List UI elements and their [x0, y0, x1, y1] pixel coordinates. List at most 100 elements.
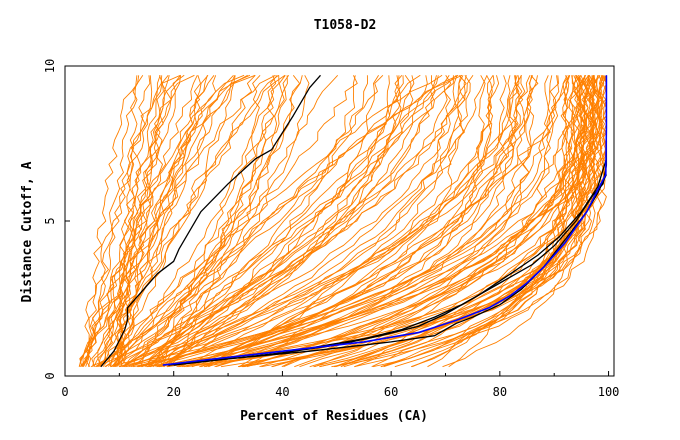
model-line [215, 75, 507, 368]
model-line [113, 75, 181, 367]
model-line [84, 75, 163, 367]
model-line [112, 75, 412, 368]
model-line [133, 75, 602, 368]
model-line [95, 74, 384, 368]
model-line [121, 75, 169, 367]
model-line [184, 75, 579, 368]
model-line [115, 75, 209, 367]
model-line [148, 75, 467, 368]
model-line [79, 75, 140, 367]
model-line [114, 75, 138, 367]
model-line [111, 75, 278, 368]
model-line [191, 75, 464, 368]
model-line [132, 75, 301, 367]
x-tick-label: 20 [166, 385, 180, 399]
model-line [81, 75, 236, 367]
plot-lines [78, 74, 608, 368]
model-line [335, 75, 570, 368]
y-tick-label: 0 [43, 372, 57, 379]
model-line [83, 75, 144, 367]
model-line [410, 75, 599, 368]
x-axis-label: Percent of Residues (CA) [240, 409, 428, 424]
x-tick-label: 0 [61, 385, 68, 399]
model-line [145, 75, 368, 367]
model-line [123, 74, 463, 367]
model-line [102, 74, 286, 367]
model-line [155, 74, 261, 367]
model-line [152, 75, 286, 368]
model-line [141, 75, 436, 368]
model-line [104, 75, 474, 368]
model-line [427, 75, 607, 368]
model-line [90, 75, 439, 368]
model-line [156, 75, 402, 368]
model-line [78, 74, 245, 367]
x-tick-label: 80 [493, 385, 507, 399]
model-line [97, 75, 450, 368]
x-tick-label: 100 [598, 385, 620, 399]
y-tick-label: 5 [43, 217, 57, 224]
x-axis: 0 20 40 60 80 100 [61, 371, 619, 399]
model-line [281, 75, 607, 368]
model-line [115, 75, 151, 367]
model-line [354, 75, 595, 368]
model-line [241, 75, 535, 368]
model-line [208, 75, 471, 368]
model-line [110, 75, 539, 368]
y-tick-label: 10 [43, 59, 57, 73]
model-line [122, 75, 458, 368]
model-line [95, 74, 443, 368]
model-line [149, 75, 594, 368]
model-line [141, 75, 493, 368]
model-line [100, 74, 195, 367]
y-axis: 0 5 10 [43, 59, 70, 380]
model-line [309, 75, 607, 368]
model-line [158, 75, 400, 368]
model-line [179, 75, 500, 368]
model-line [314, 75, 571, 368]
model-line [192, 75, 568, 368]
highlight-line-3 [173, 158, 608, 366]
highlight-line-1 [100, 74, 321, 368]
model-line [159, 75, 280, 367]
model-line [85, 74, 181, 367]
model-line [237, 75, 554, 368]
model-line [163, 75, 520, 368]
model-line [150, 75, 310, 367]
model-line [343, 75, 598, 368]
model-line [78, 75, 198, 367]
model-line [201, 75, 511, 368]
model-line [111, 75, 182, 368]
model-line [176, 75, 517, 368]
model-line [128, 75, 524, 368]
model-line [97, 74, 248, 367]
model-line [125, 75, 467, 368]
model-line [99, 75, 290, 368]
model-line [161, 75, 356, 368]
model-line [116, 74, 421, 368]
model-line [147, 75, 404, 368]
model-line [166, 75, 415, 367]
model-line [93, 75, 201, 367]
model-line [271, 75, 578, 368]
model-line [85, 74, 276, 367]
model-line [125, 75, 494, 368]
model-line [123, 75, 454, 368]
best-model-line [162, 75, 608, 366]
y-axis-label: Distance Cutoff, A [20, 161, 35, 302]
model-line [204, 75, 523, 368]
model-line [105, 75, 358, 368]
chart-title: T1058-D2 [314, 18, 377, 33]
model-line [138, 75, 520, 368]
x-tick-label: 60 [384, 385, 398, 399]
model-line [167, 75, 488, 368]
model-line [380, 75, 587, 368]
model-line [121, 75, 428, 368]
model-line [113, 75, 288, 367]
model-line [132, 75, 277, 368]
model-line [208, 75, 486, 368]
model-line [137, 75, 551, 368]
model-line [79, 75, 161, 367]
model-line [242, 75, 570, 368]
